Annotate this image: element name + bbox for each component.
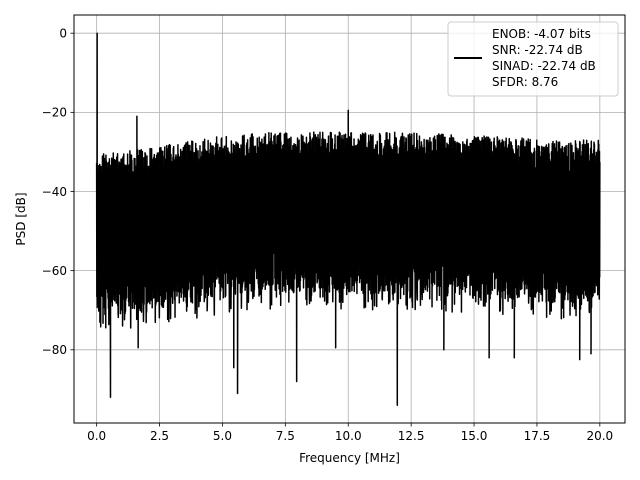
- x-tick-label: 20.0: [586, 429, 613, 443]
- legend-text-line: SFDR: 8.76: [492, 75, 558, 89]
- y-tick-label: −20: [42, 106, 67, 120]
- legend-text-line: ENOB: -4.07 bits: [492, 27, 591, 41]
- y-axis-ticks: 0 −20 −40 −60 −80: [42, 27, 74, 357]
- x-axis-ticks: 0.0 2.5 5.0 7.5 10.0 12.5 15.0 17.5 20.0: [87, 423, 613, 443]
- legend: ENOB: -4.07 bits SNR: -22.74 dB SINAD: -22…: [447, 21, 619, 97]
- x-tick-label: 7.5: [276, 429, 295, 443]
- x-tick-label: 5.0: [213, 429, 232, 443]
- axes-frame: [73, 14, 626, 424]
- y-tick-label: −80: [42, 343, 67, 357]
- x-axis-label: Frequency [MHz]: [299, 451, 400, 465]
- legend-text-line: SNR: -22.74 dB: [492, 43, 583, 57]
- legend-text-line: SINAD: -22.74 dB: [492, 59, 596, 73]
- legend-box: [447, 21, 619, 97]
- y-tick-label: 0: [59, 27, 67, 41]
- x-tick-label: 12.5: [398, 429, 425, 443]
- x-tick-label: 10.0: [335, 429, 362, 443]
- x-tick-label: 0.0: [87, 429, 106, 443]
- psd-series-line: [95, 32, 601, 406]
- plot-data: [95, 32, 601, 406]
- y-tick-label: −40: [42, 185, 67, 199]
- x-tick-label: 17.5: [524, 429, 551, 443]
- x-tick-label: 2.5: [150, 429, 169, 443]
- y-tick-label: −60: [42, 264, 67, 278]
- x-tick-label: 15.0: [461, 429, 488, 443]
- y-axis-label: PSD [dB]: [14, 192, 28, 245]
